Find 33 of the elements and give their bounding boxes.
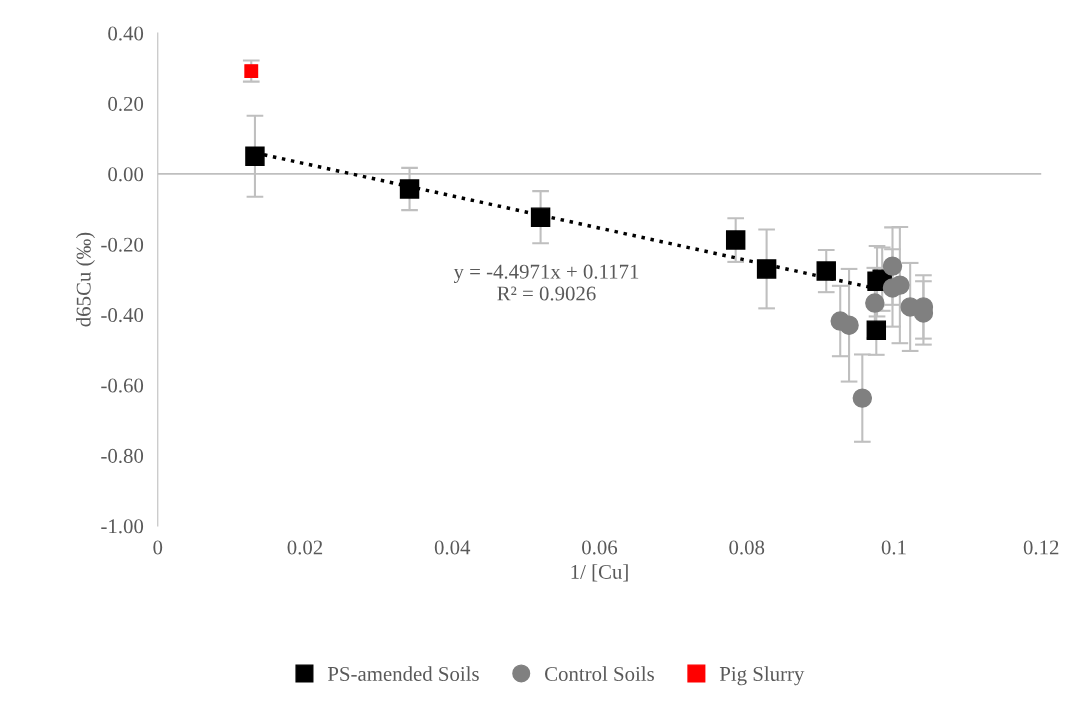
x-tick-label: 0.04 (434, 540, 471, 555)
y-tick-label: -0.60 (101, 378, 144, 393)
point (399, 179, 420, 199)
point (530, 207, 551, 227)
y-tick-label: 0.20 (108, 96, 144, 112)
point (890, 275, 910, 295)
legend-label: Control Soils (545, 666, 654, 681)
x-tick-label: 0.12 (1023, 540, 1059, 555)
x-axis-title: 1/ [Cu] (571, 564, 628, 582)
y-tick-label: 0.00 (108, 167, 144, 182)
point (882, 256, 903, 276)
point (866, 320, 887, 340)
y-tick-label: -0.80 (101, 448, 144, 464)
annotation: y = -4.4971x + 0.1171 R² = 0.9026 (453, 264, 639, 301)
x-tick-label: 0 (153, 540, 163, 555)
x-tick-label: 0.02 (287, 540, 323, 555)
legend-label: Pig Slurry (719, 666, 805, 686)
point (852, 388, 873, 408)
point (816, 261, 836, 281)
x-tick-label: 0.06 (582, 540, 618, 555)
x-tick-label: 0.1 (881, 540, 906, 555)
y-axis-title: d65Cu (‰) (76, 232, 95, 327)
y-tick-label: -0.20 (101, 237, 144, 252)
point (839, 315, 859, 335)
point (244, 64, 259, 79)
point (756, 259, 777, 279)
point (245, 146, 265, 167)
legend-label: PS-amended Soils (327, 666, 479, 681)
y-tick-label: 0.40 (108, 26, 144, 41)
y-tick-label: -0.40 (101, 308, 144, 323)
point (725, 230, 746, 250)
x-tick-label: 0.08 (729, 540, 765, 555)
y-tick-label: -1.00 (101, 519, 144, 534)
